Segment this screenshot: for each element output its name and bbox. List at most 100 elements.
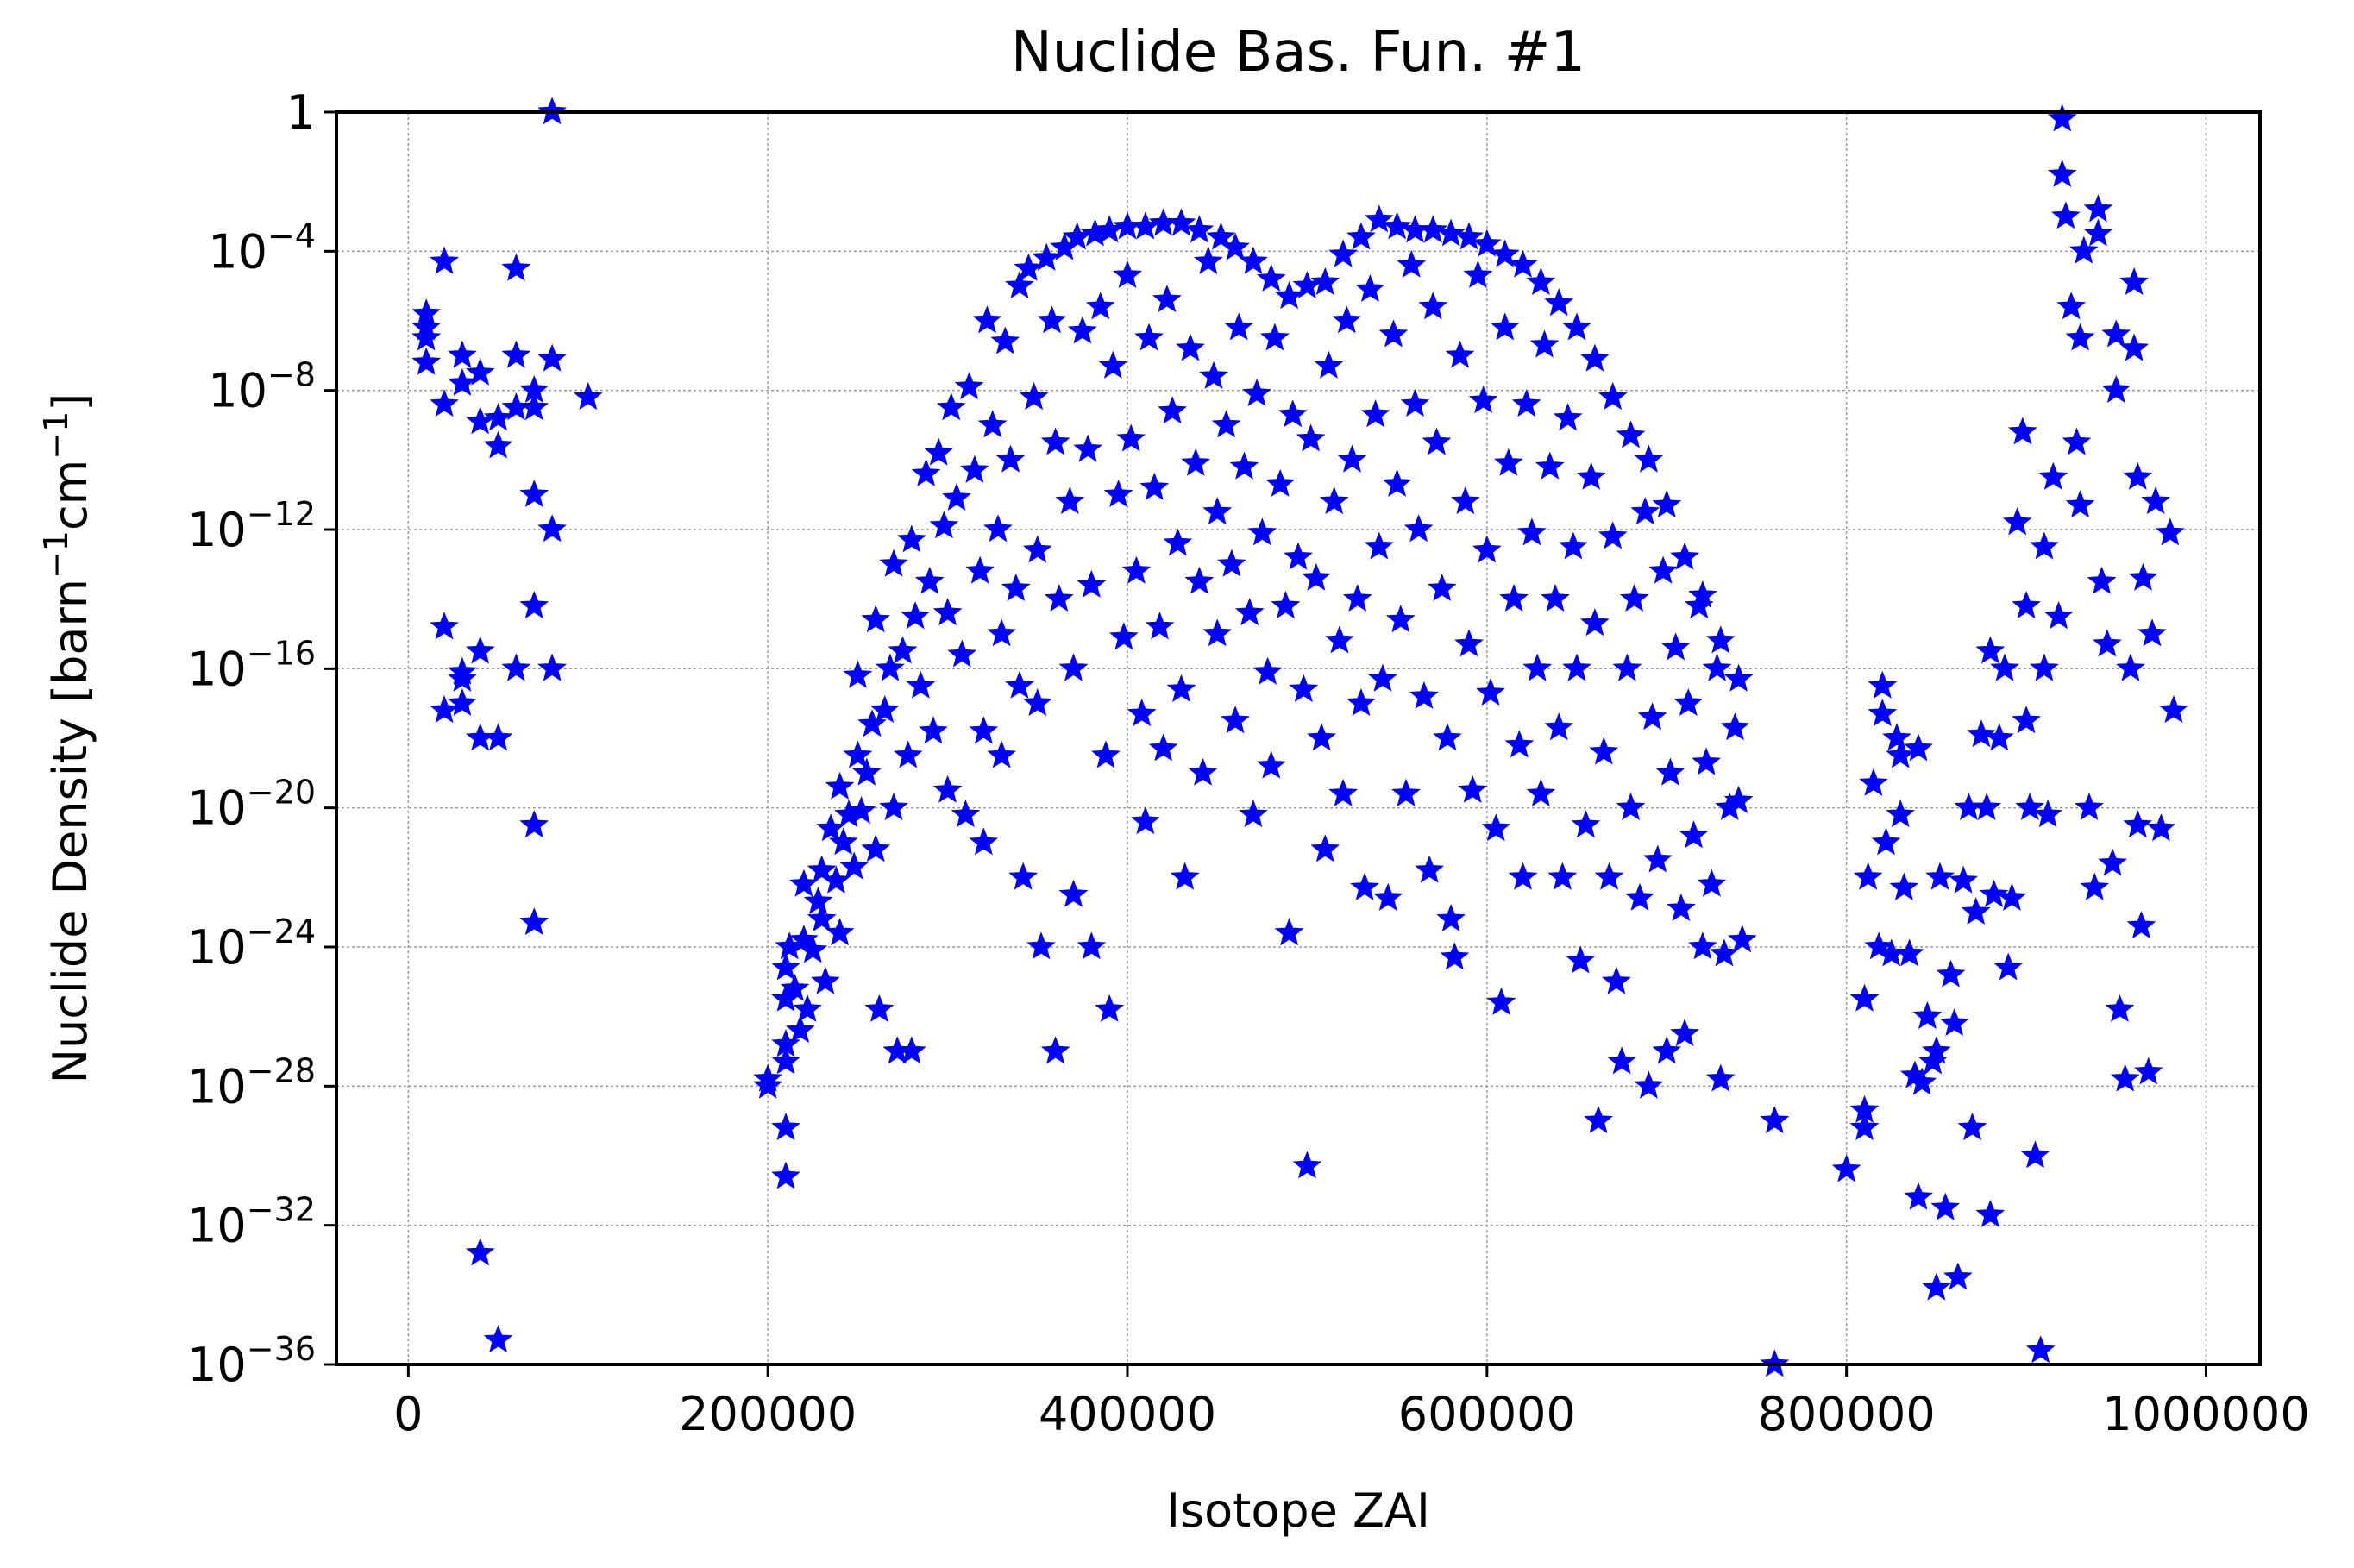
data-point <box>2012 706 2041 734</box>
data-point <box>1601 966 1631 994</box>
data-point <box>465 1238 495 1266</box>
data-point <box>879 549 908 577</box>
data-point <box>987 740 1017 768</box>
data-point <box>1922 1272 1951 1301</box>
data-point <box>1943 1262 1973 1290</box>
data-point <box>1705 1063 1736 1092</box>
data-point <box>519 590 549 619</box>
data-point <box>789 869 819 897</box>
data-point <box>807 855 837 883</box>
data-point <box>2068 235 2099 264</box>
data-point <box>1184 566 1215 594</box>
data-point <box>1616 792 1646 821</box>
data-point <box>929 511 959 539</box>
data-point <box>828 827 858 856</box>
data-point <box>1508 862 1538 890</box>
data-point <box>1259 323 1290 351</box>
data-point <box>501 653 531 681</box>
data-point <box>1490 239 1520 267</box>
data-point <box>803 886 833 914</box>
data-point <box>1019 381 1049 411</box>
data-point <box>1939 1007 1969 1037</box>
data-point <box>1022 535 1052 563</box>
data-point <box>2033 799 2062 828</box>
data-point <box>1579 608 1610 637</box>
data-point <box>1108 622 1139 650</box>
data-point <box>519 907 549 936</box>
data-point <box>1882 723 1911 751</box>
data-point <box>1091 740 1121 768</box>
data-point <box>1547 862 1578 890</box>
data-point <box>1415 855 1444 883</box>
data-point <box>1993 952 2024 981</box>
data-point <box>1418 215 1448 243</box>
data-point <box>1073 434 1103 462</box>
data-point <box>2015 792 2045 821</box>
data-point <box>924 437 953 466</box>
x-tick-label: 200000 <box>679 1387 857 1441</box>
data-point <box>1391 778 1421 806</box>
data-point <box>2087 566 2117 594</box>
data-point <box>1579 343 1610 372</box>
data-point <box>1710 938 1739 967</box>
data-point <box>1077 931 1107 960</box>
data-point <box>1886 799 1916 828</box>
data-point <box>430 612 459 640</box>
data-point <box>573 381 603 411</box>
data-point <box>869 694 900 724</box>
data-point <box>1904 733 1933 762</box>
data-point <box>954 371 984 400</box>
y-tick-label: 10−20 <box>187 774 316 836</box>
data-point <box>1468 386 1498 414</box>
data-point <box>1176 333 1205 361</box>
data-point <box>465 636 495 664</box>
data-point <box>1346 687 1376 717</box>
data-point <box>1368 663 1397 692</box>
data-point <box>1095 994 1124 1022</box>
data-point <box>430 694 459 724</box>
data-point <box>1289 674 1319 702</box>
data-point <box>1134 323 1164 351</box>
data-point <box>825 918 855 946</box>
data-point <box>990 326 1020 354</box>
data-point <box>1252 656 1283 685</box>
data-point <box>1121 555 1152 584</box>
data-point <box>1625 882 1654 911</box>
data-point <box>1373 882 1403 911</box>
data-point <box>1559 531 1588 560</box>
data-point <box>2020 1140 2050 1169</box>
data-point <box>1454 629 1484 657</box>
data-point <box>1382 211 1412 240</box>
y-axis-label: Nuclide Density [barn−1cm−1] <box>37 393 97 1084</box>
data-point <box>1619 583 1649 612</box>
data-point <box>483 430 513 459</box>
y-axis-label-sup2: −1 <box>37 411 75 460</box>
data-points <box>411 97 2188 1377</box>
data-point <box>1511 389 1541 417</box>
data-point <box>1436 903 1466 932</box>
data-point <box>2025 1335 2056 1364</box>
data-point <box>1188 757 1218 786</box>
data-point <box>2133 1057 2163 1085</box>
data-point <box>2110 1063 2140 1092</box>
data-point <box>483 1325 513 1353</box>
data-point <box>1229 451 1259 480</box>
data-point <box>1655 757 1685 786</box>
data-point <box>1949 865 1979 894</box>
data-point <box>1337 444 1367 473</box>
data-point <box>1274 281 1304 310</box>
data-point <box>1984 723 2014 751</box>
data-point <box>2155 517 2185 546</box>
data-point <box>2080 872 2110 900</box>
data-point <box>1643 844 1673 873</box>
data-point <box>1397 249 1427 278</box>
data-point <box>825 771 855 800</box>
data-point <box>1673 687 1704 717</box>
data-point <box>1193 246 1223 274</box>
data-point <box>1346 222 1376 250</box>
data-point <box>1403 514 1434 543</box>
data-point <box>1889 872 1919 900</box>
data-point <box>1163 528 1193 556</box>
data-point <box>2065 323 2095 351</box>
data-point <box>2056 292 2086 320</box>
